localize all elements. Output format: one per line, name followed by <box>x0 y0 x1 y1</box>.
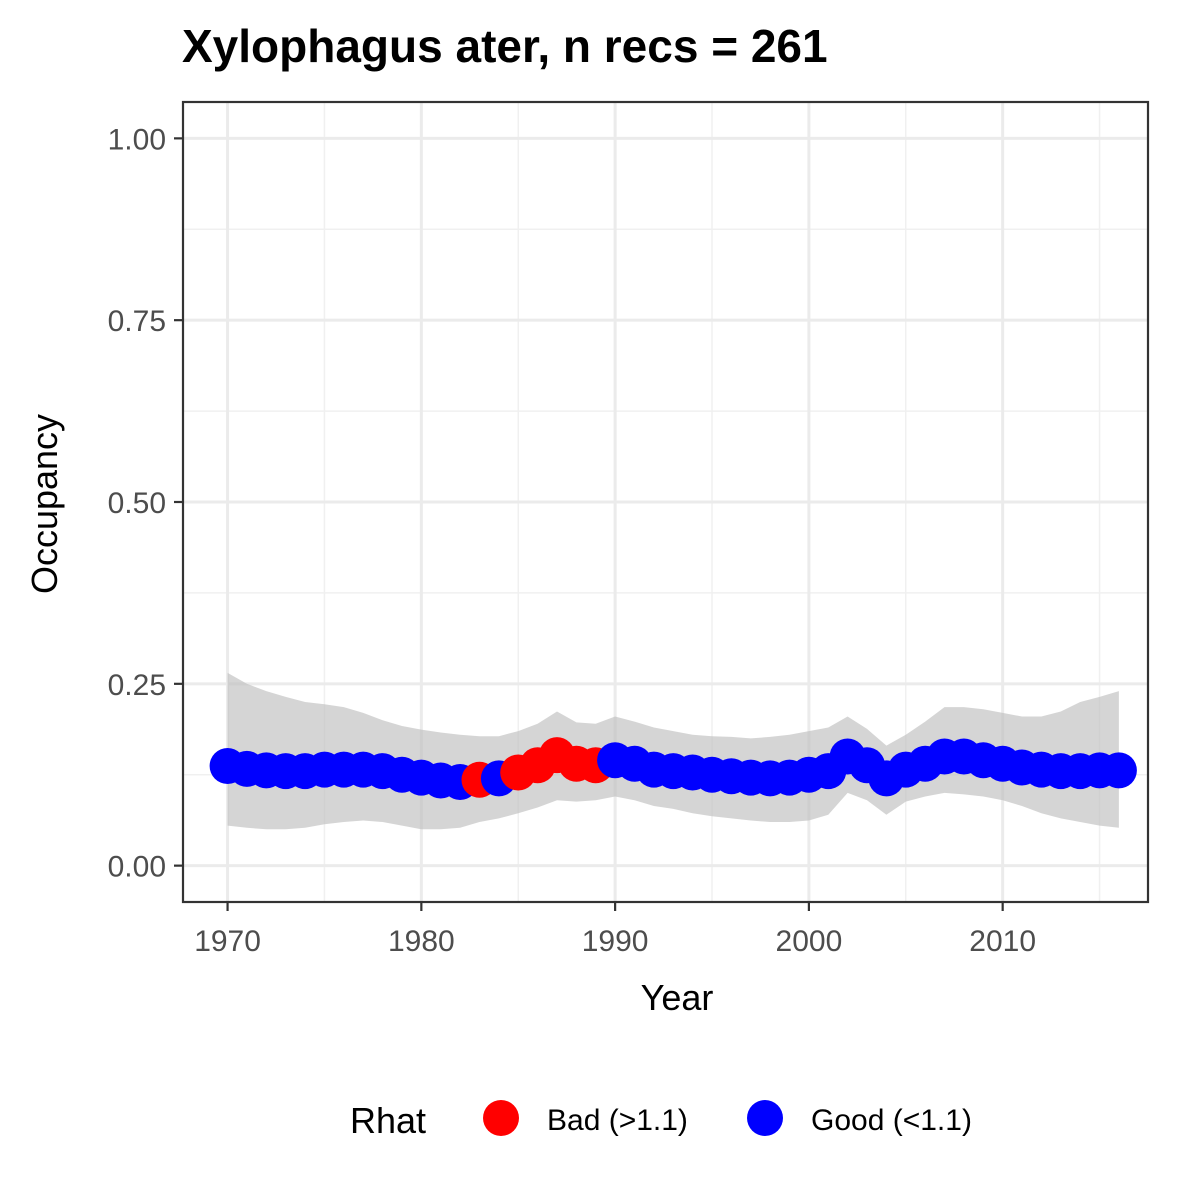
x-tick-label: 2000 <box>776 925 843 958</box>
y-axis-title: Occupancy <box>24 414 65 594</box>
chart-title: Xylophagus ater, n recs = 261 <box>182 20 828 72</box>
x-tick-label: 1990 <box>582 925 649 958</box>
x-axis-title: Year <box>641 977 714 1018</box>
y-tick-label: 0.25 <box>108 669 166 702</box>
legend-key-bad <box>483 1100 519 1136</box>
plot-panel <box>181 100 1150 904</box>
y-tick-label: 1.00 <box>108 123 166 156</box>
x-tick-label: 2010 <box>969 925 1036 958</box>
y-tick-label: 0.00 <box>108 851 166 884</box>
data-points <box>209 737 1137 800</box>
y-axis: 0.00 0.25 0.50 0.75 1.00 <box>108 123 183 884</box>
x-axis: 1970 1980 1990 2000 2010 <box>194 902 1036 958</box>
legend-label-bad: Bad (>1.1) <box>547 1104 688 1137</box>
y-tick-label: 0.50 <box>108 487 166 520</box>
legend-label-good: Good (<1.1) <box>811 1104 972 1137</box>
legend-title: Rhat <box>350 1100 426 1141</box>
y-tick-label: 0.75 <box>108 305 166 338</box>
x-tick-label: 1980 <box>388 925 455 958</box>
x-tick-label: 1970 <box>194 925 261 958</box>
legend-key-good <box>747 1100 783 1136</box>
data-point-good <box>1100 752 1137 789</box>
legend: Rhat Bad (>1.1) Good (<1.1) <box>350 1100 972 1141</box>
